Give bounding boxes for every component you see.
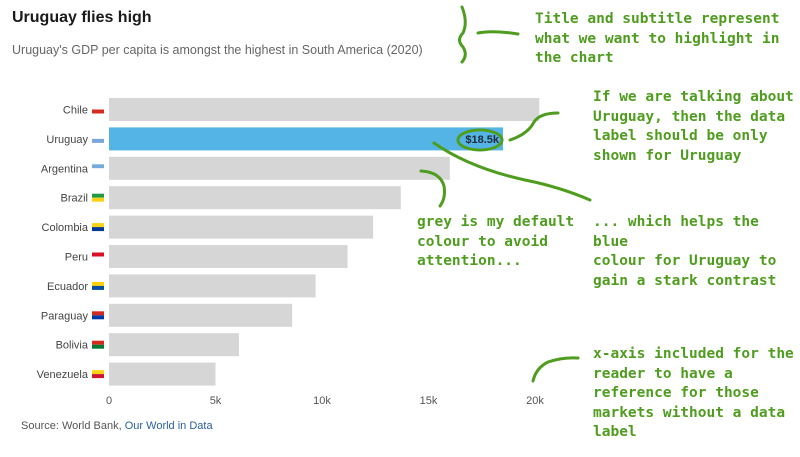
flag-icon-uruguay xyxy=(92,134,104,143)
flag-icon-ecuador xyxy=(92,281,104,290)
bar-uruguay xyxy=(109,127,504,151)
bar-peru xyxy=(109,245,348,268)
data-label-annotation: If we are talking about Uruguay, then th… xyxy=(593,89,794,164)
category-label-venezuela: Venezuela xyxy=(37,369,89,381)
bar-argentina xyxy=(109,156,450,180)
flag-icon-bolivia xyxy=(92,340,104,349)
source-prefix: Source: World Bank, xyxy=(21,420,122,432)
grey-annotation: grey is my default colour to avoid atten… xyxy=(417,214,575,269)
chart-subtitle: Uruguay's GDP per capita is amongst the … xyxy=(12,43,423,57)
bar-brazil xyxy=(109,186,401,210)
flag-icon-argentina xyxy=(92,164,104,173)
category-label-bolivia: Bolivia xyxy=(56,340,89,352)
bar-paraguay xyxy=(109,303,293,327)
data-label-uruguay: $18.5k xyxy=(465,134,500,146)
x-tick-label: 5k xyxy=(210,395,222,407)
x-tick-label: 0 xyxy=(106,395,112,407)
bar-ecuador xyxy=(109,274,316,298)
source-link[interactable]: Our World in Data xyxy=(124,420,213,432)
x-tick-label: 20k xyxy=(526,395,544,407)
category-label-peru: Peru xyxy=(65,252,88,264)
x-tick-label: 10k xyxy=(313,395,331,407)
bar-venezuela xyxy=(109,362,216,386)
flag-icon-brazil xyxy=(92,193,104,202)
category-label-ecuador: Ecuador xyxy=(47,281,88,293)
bar-chile xyxy=(109,98,540,121)
chart-title: Uruguay flies high xyxy=(12,9,152,26)
flag-icon-peru xyxy=(92,252,104,261)
bar-colombia xyxy=(109,215,374,239)
axis-annotation: x-axis included for the reader to have a… xyxy=(593,346,794,440)
flag-icon-chile xyxy=(92,105,104,114)
source-note: Source: World Bank, Our World in Data xyxy=(21,420,213,432)
flag-icon-colombia xyxy=(92,223,104,232)
flag-icon-venezuela xyxy=(92,370,104,379)
category-label-paraguay: Paraguay xyxy=(41,310,89,322)
flag-icon-paraguay xyxy=(92,311,104,320)
category-label-argentina: Argentina xyxy=(41,163,89,175)
bar-bolivia xyxy=(109,333,239,357)
category-label-uruguay: Uruguay xyxy=(46,134,88,146)
category-label-chile: Chile xyxy=(63,105,88,117)
category-label-brazil: Brazil xyxy=(60,193,88,205)
x-tick-label: 15k xyxy=(420,395,438,407)
contrast-annotation: ... which helps the blue colour for Urug… xyxy=(593,214,777,289)
title-annotation: Title and subtitle represent what we wan… xyxy=(535,11,780,66)
category-label-colombia: Colombia xyxy=(42,222,89,234)
